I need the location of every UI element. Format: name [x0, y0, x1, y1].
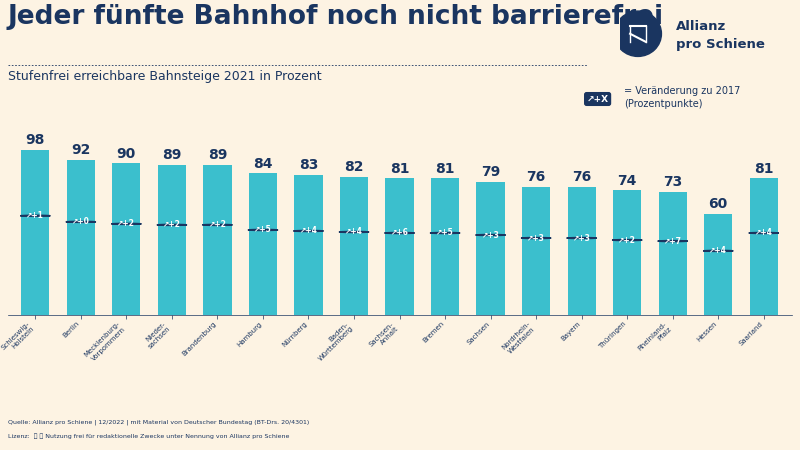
Bar [22, 149, 50, 315]
Circle shape [385, 233, 414, 234]
Bar [112, 163, 141, 315]
Text: ↗+7: ↗+7 [664, 237, 682, 246]
Text: ↗+4: ↗+4 [299, 226, 318, 235]
Circle shape [614, 11, 662, 56]
Text: 98: 98 [26, 133, 45, 147]
Text: Allianz: Allianz [676, 20, 726, 33]
Bar [750, 178, 778, 315]
Bar [340, 176, 368, 315]
Circle shape [703, 250, 734, 252]
Bar [522, 187, 550, 315]
Text: 81: 81 [754, 162, 774, 176]
Circle shape [111, 223, 142, 225]
Text: ↗+3: ↗+3 [482, 230, 499, 239]
Text: 92: 92 [71, 143, 90, 157]
Bar [249, 173, 277, 315]
Text: 79: 79 [481, 165, 500, 179]
Circle shape [475, 234, 506, 235]
Text: ↗+5: ↗+5 [436, 229, 454, 238]
Circle shape [430, 233, 460, 234]
Text: 82: 82 [344, 160, 364, 174]
Text: ↗+2: ↗+2 [618, 236, 636, 245]
Text: 84: 84 [254, 157, 273, 171]
Text: Jeder fünfte Bahnhof noch nicht barrierefrei: Jeder fünfte Bahnhof noch nicht barriere… [8, 4, 664, 31]
Bar [431, 178, 459, 315]
Circle shape [749, 233, 778, 234]
Text: ↗+0: ↗+0 [72, 217, 90, 226]
Text: ↗+X: ↗+X [586, 94, 609, 104]
Text: ↗+4: ↗+4 [345, 228, 363, 237]
Circle shape [612, 239, 642, 241]
Text: 73: 73 [663, 176, 682, 189]
Bar [66, 160, 95, 315]
Text: 89: 89 [162, 148, 182, 162]
Text: Quelle: Allianz pro Schiene | 12/2022 | mit Material von Deutscher Bundestag (BT: Quelle: Allianz pro Schiene | 12/2022 | … [8, 420, 310, 425]
Text: 90: 90 [117, 147, 136, 161]
Text: Lizenz:  Ⓢ ⓘ Nutzung frei für redaktionelle Zwecke unter Nennung von Allianz pro: Lizenz: Ⓢ ⓘ Nutzung frei für redaktionel… [8, 433, 290, 439]
Circle shape [521, 238, 551, 239]
Bar [158, 165, 186, 315]
Text: ↗+1: ↗+1 [26, 212, 44, 220]
Text: ↗+6: ↗+6 [390, 229, 409, 238]
Text: Stufenfrei erreichbare Bahnsteige 2021 in Prozent: Stufenfrei erreichbare Bahnsteige 2021 i… [8, 70, 322, 83]
Text: 60: 60 [709, 197, 728, 211]
Circle shape [20, 215, 50, 216]
Text: ↗+3: ↗+3 [527, 234, 545, 243]
Text: = Veränderung zu 2017: = Veränderung zu 2017 [624, 86, 740, 96]
Circle shape [294, 230, 323, 231]
Text: 89: 89 [208, 148, 227, 162]
Bar [203, 165, 231, 315]
Text: ↗+4: ↗+4 [755, 229, 773, 238]
Text: ↗+4: ↗+4 [710, 247, 727, 256]
Text: ↗+3: ↗+3 [573, 234, 590, 243]
Bar [704, 214, 732, 315]
Circle shape [66, 221, 96, 222]
Text: (Prozentpunkte): (Prozentpunkte) [624, 99, 702, 109]
Text: pro Schiene: pro Schiene [676, 38, 765, 51]
Text: ↗+5: ↗+5 [254, 225, 272, 234]
Text: 74: 74 [618, 174, 637, 188]
Bar [477, 182, 505, 315]
Circle shape [566, 238, 597, 239]
Bar [613, 190, 642, 315]
Bar [386, 178, 414, 315]
Text: 76: 76 [572, 170, 591, 184]
Text: ↗+2: ↗+2 [209, 220, 226, 230]
Text: 83: 83 [299, 158, 318, 172]
Bar [294, 175, 322, 315]
Bar [567, 187, 596, 315]
Bar [658, 192, 687, 315]
Circle shape [339, 231, 369, 233]
Circle shape [658, 241, 688, 242]
Text: ↗+2: ↗+2 [163, 220, 181, 230]
Text: 76: 76 [526, 170, 546, 184]
Text: 81: 81 [390, 162, 410, 176]
Text: ↗+2: ↗+2 [118, 220, 135, 229]
Text: 81: 81 [435, 162, 455, 176]
